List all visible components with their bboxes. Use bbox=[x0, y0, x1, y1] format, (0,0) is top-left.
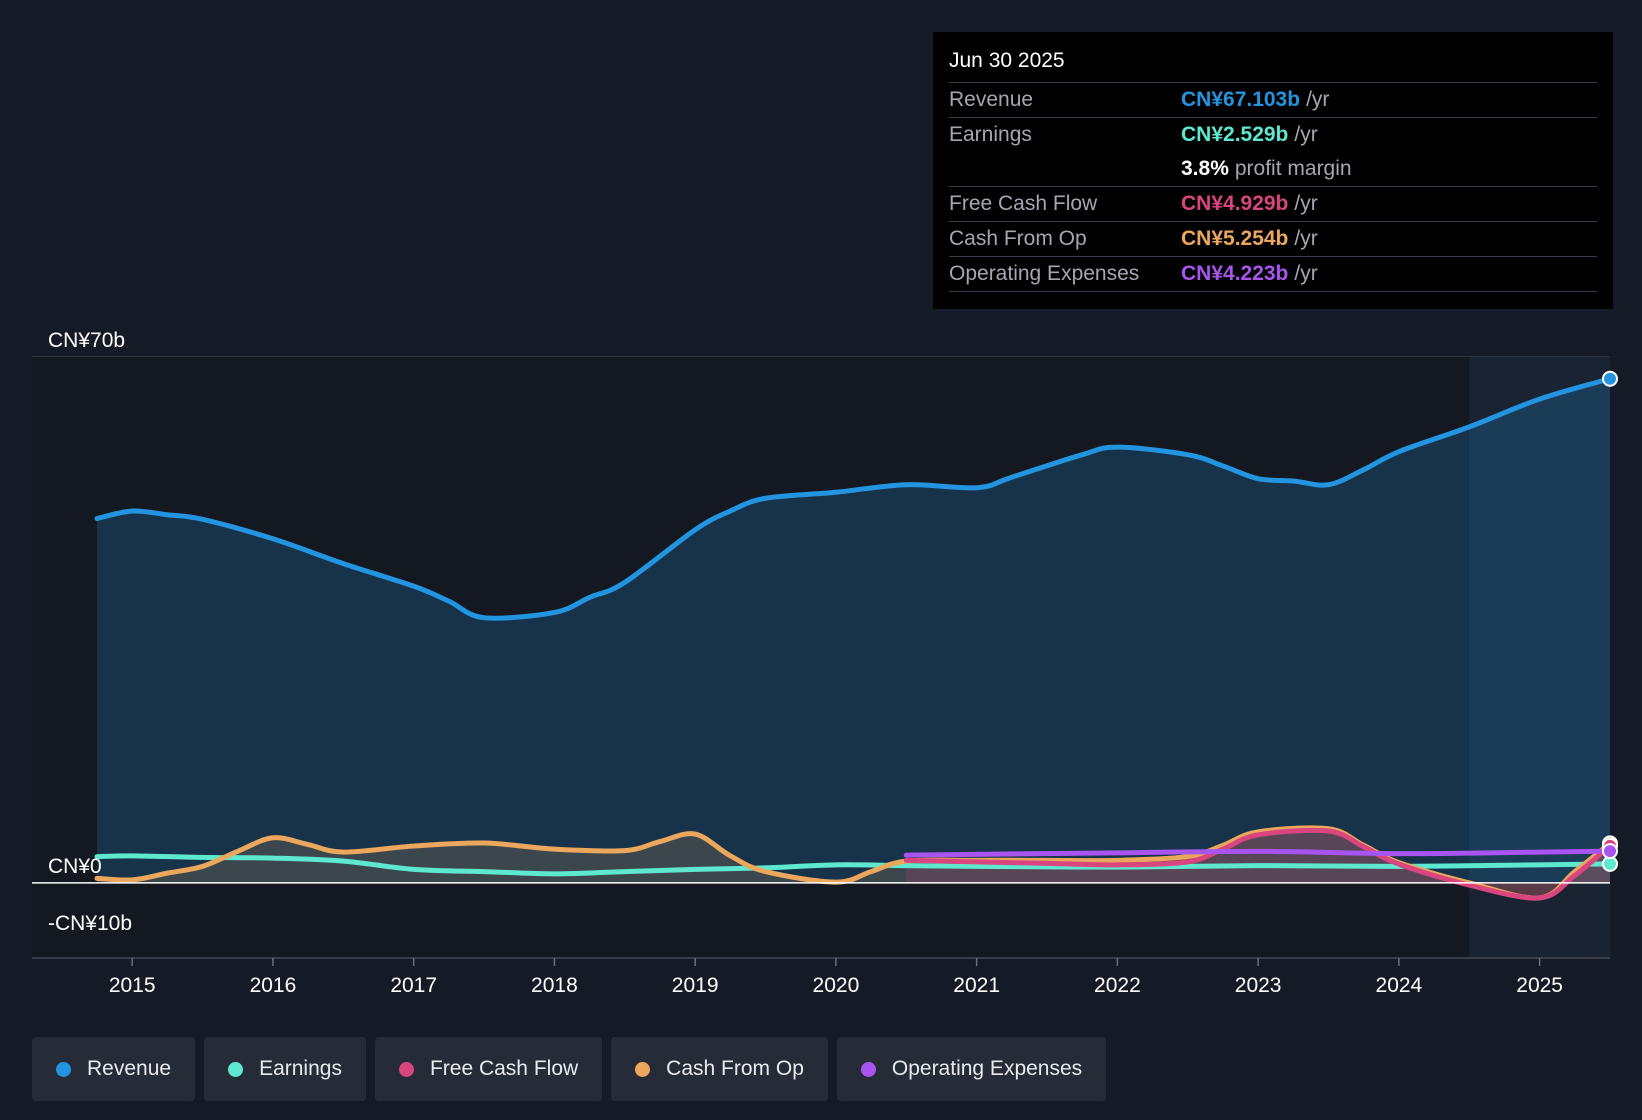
series-line-earnings bbox=[94, 853, 1613, 877]
legend-item-operating-expenses[interactable]: Operating Expenses bbox=[836, 1037, 1107, 1101]
tooltip-unit: /yr bbox=[1306, 88, 1330, 111]
legend-dot-icon bbox=[398, 1061, 414, 1077]
end-marker-operating-expenses bbox=[1602, 843, 1618, 860]
series-line-operating-expenses bbox=[903, 848, 1613, 858]
x-tick-label: 2019 bbox=[672, 974, 719, 997]
legend: Revenue Earnings Free Cash Flow Cash Fro… bbox=[32, 1037, 1107, 1101]
series-line-free-cash-flow bbox=[903, 827, 1613, 901]
tooltip-unit: /yr bbox=[1294, 192, 1318, 215]
axes bbox=[32, 882, 1610, 966]
tooltip-date: Jun 30 2025 bbox=[949, 49, 1065, 72]
tooltip-value: CN¥2.529b bbox=[1181, 123, 1289, 146]
tooltip-label: Revenue bbox=[949, 88, 1034, 111]
x-tick-label: 2021 bbox=[953, 974, 1000, 997]
legend-item-revenue[interactable]: Revenue bbox=[32, 1037, 196, 1101]
x-tick-label: 2015 bbox=[109, 974, 156, 997]
series-lines bbox=[94, 376, 1613, 901]
tooltip-label: Operating Expenses bbox=[949, 262, 1140, 285]
x-tick-label: 2020 bbox=[813, 974, 860, 997]
legend-dot-icon bbox=[860, 1061, 876, 1077]
legend-label: Revenue bbox=[87, 1057, 172, 1080]
tooltip-value: CN¥4.223b bbox=[1181, 262, 1289, 285]
series-line-revenue bbox=[94, 376, 1613, 621]
tooltip-label: Cash From Op bbox=[949, 227, 1087, 250]
x-tick-label: 2022 bbox=[1094, 974, 1141, 997]
legend-label: Earnings bbox=[259, 1057, 342, 1080]
axis-labels: 2015 2016 2017 2018 2019 2020 2021 2022 2023 2024… bbox=[48, 329, 1563, 997]
tooltip-row-earnings: Earnings CN¥2.529b /yr bbox=[949, 117, 1597, 152]
tooltip-value: CN¥5.254b bbox=[1181, 227, 1289, 250]
y-tick-label: CN¥70b bbox=[48, 329, 125, 352]
x-tick-label: 2023 bbox=[1235, 974, 1282, 997]
x-tick-label: 2024 bbox=[1376, 974, 1423, 997]
tooltip-unit: profit margin bbox=[1234, 157, 1352, 180]
legend-item-cash-from-op[interactable]: Cash From Op bbox=[611, 1037, 828, 1101]
tooltip-unit: /yr bbox=[1294, 262, 1318, 285]
legend-label: Free Cash Flow bbox=[429, 1057, 579, 1080]
x-tick-label: 2016 bbox=[250, 974, 297, 997]
legend-item-free-cash-flow[interactable]: Free Cash Flow bbox=[374, 1037, 603, 1101]
tooltip-value: CN¥4.929b bbox=[1181, 192, 1289, 215]
tooltip-panel: Jun 30 2025 Revenue CN¥67.103b /yr Earni… bbox=[933, 32, 1613, 309]
tooltip-unit: /yr bbox=[1294, 123, 1318, 146]
forecast-region bbox=[1469, 357, 1610, 958]
legend-label: Cash From Op bbox=[666, 1057, 804, 1080]
legend-item-earnings[interactable]: Earnings bbox=[204, 1037, 366, 1101]
tooltip-row-cash-from-op: Cash From Op CN¥5.254b /yr bbox=[949, 221, 1597, 256]
tooltip-unit: /yr bbox=[1294, 227, 1318, 250]
tooltip-row-revenue: Revenue CN¥67.103b /yr bbox=[949, 82, 1597, 117]
legend-dot-icon bbox=[635, 1061, 651, 1077]
tooltip-row-operating-expenses: Operating Expenses CN¥4.223b /yr bbox=[949, 256, 1597, 292]
y-tick-label: -CN¥10b bbox=[48, 912, 132, 935]
x-tick-label: 2025 bbox=[1516, 974, 1563, 997]
end-marker-revenue bbox=[1602, 370, 1618, 387]
end-markers bbox=[1602, 370, 1618, 872]
tooltip-label: Free Cash Flow bbox=[949, 192, 1098, 215]
tooltip-value: 3.8% bbox=[1181, 157, 1229, 180]
y-tick-label: CN¥0 bbox=[48, 855, 102, 878]
tooltip-value: CN¥67.103b bbox=[1181, 88, 1301, 111]
x-tick-label: 2017 bbox=[390, 974, 437, 997]
tooltip-label: Earnings bbox=[949, 123, 1032, 146]
tooltip-row-free-cash-flow: Free Cash Flow CN¥4.929b /yr bbox=[949, 186, 1597, 221]
tooltip-row-profit-margin: 3.8% profit margin bbox=[949, 152, 1597, 186]
x-tick-label: 2018 bbox=[531, 974, 578, 997]
legend-dot-icon bbox=[56, 1061, 71, 1077]
legend-label: Operating Expenses bbox=[891, 1057, 1083, 1080]
legend-dot-icon bbox=[228, 1061, 244, 1077]
series-area-revenue bbox=[97, 378, 1610, 883]
